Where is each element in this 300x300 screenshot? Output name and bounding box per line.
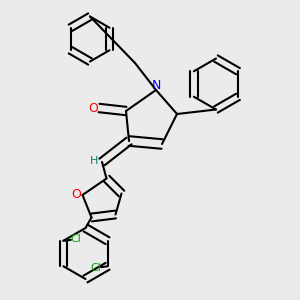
Text: N: N xyxy=(151,79,161,92)
Text: H: H xyxy=(90,155,99,166)
Text: O: O xyxy=(88,101,98,115)
Text: Cl: Cl xyxy=(91,263,102,273)
Text: Cl: Cl xyxy=(70,234,81,244)
Text: O: O xyxy=(71,188,81,202)
